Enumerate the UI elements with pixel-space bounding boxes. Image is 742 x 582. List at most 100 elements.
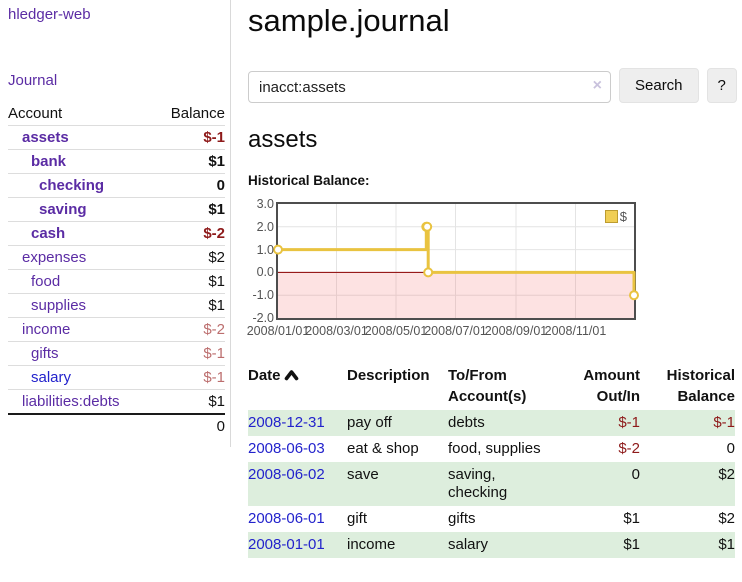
- account-row: liabilities:debts $1: [8, 389, 225, 415]
- account-balance: 0: [154, 173, 225, 198]
- account-balance: $1: [154, 269, 225, 294]
- transaction-date-link[interactable]: 2008-12-31: [248, 414, 325, 431]
- accounts-table: Account Balance assets $-1 bank $1 checking 0…: [8, 102, 225, 438]
- negative-region: [278, 272, 634, 318]
- register-header-row: Date Description To/From Account(s) Amou…: [248, 362, 735, 410]
- search-button[interactable]: Search: [619, 68, 699, 103]
- transaction-date-link[interactable]: 2008-06-02: [248, 466, 325, 483]
- accounts-total-value: 0: [154, 413, 225, 438]
- account-balance: $2: [154, 245, 225, 270]
- chart-canvas: [273, 204, 639, 318]
- x-tick-label: 2008/03/01: [305, 324, 368, 338]
- account-row: supplies $1: [8, 293, 225, 318]
- transaction-row: 2008-12-31 pay off debts $-1 $-1: [248, 410, 735, 436]
- page-title: sample.journal: [248, 3, 450, 38]
- transaction-description: gift: [347, 510, 368, 527]
- account-link[interactable]: assets: [22, 129, 69, 146]
- transaction-date-link[interactable]: 2008-01-01: [248, 536, 325, 553]
- account-balance: $1: [154, 149, 225, 174]
- transaction-accounts: gifts: [448, 510, 476, 527]
- account-balance: $-1: [154, 365, 225, 390]
- transaction-date-link[interactable]: 2008-06-01: [248, 510, 325, 527]
- account-link[interactable]: salary: [31, 369, 72, 386]
- accounts-column-account: Account: [8, 102, 155, 126]
- data-point-marker: [422, 221, 433, 232]
- account-row: assets $-1: [8, 125, 225, 150]
- account-row: gifts $-1: [8, 341, 225, 366]
- transaction-accounts: food, supplies: [448, 440, 541, 457]
- account-link[interactable]: income: [22, 321, 71, 338]
- chart-plot-area: $: [273, 202, 639, 320]
- y-tick-label: 0.0: [256, 265, 274, 280]
- transaction-accounts: saving, checking: [448, 466, 508, 501]
- register-table: Date Description To/From Account(s) Amou…: [248, 362, 735, 558]
- balance-chart: $ 3.0 2.0 1.0 0.0 -1.0 -2.0 2008/01/01 2008/03…: [246, 197, 648, 340]
- accounts-total-row: 0: [8, 413, 225, 438]
- transaction-description: eat & shop: [347, 440, 419, 457]
- register-column-description: Description: [347, 367, 430, 384]
- register-column-accounts: To/From Account(s): [448, 367, 527, 405]
- app-title-link[interactable]: hledger-web: [8, 6, 91, 23]
- register-body: 2008-12-31 pay off debts $-1 $-1 2008-06-03 ea…: [248, 410, 735, 558]
- accounts-body: assets $-1 bank $1 checking 0 saving $1 cash $-2 e…: [8, 125, 225, 415]
- account-row: food $1: [8, 269, 225, 294]
- search-form: × Search ?: [248, 68, 742, 103]
- transaction-row: 2008-01-01 income salary $1 $1: [248, 532, 735, 558]
- transaction-amount: $1: [623, 536, 640, 553]
- account-link[interactable]: liabilities:debts: [22, 393, 120, 410]
- data-point-marker: [629, 290, 639, 301]
- account-row: cash $-2: [8, 221, 225, 246]
- account-row: bank $1: [8, 149, 225, 174]
- transaction-row: 2008-06-01 gift gifts $1 $2: [248, 506, 735, 532]
- transaction-description: pay off: [347, 414, 392, 431]
- x-tick-label: 2008/01/01: [246, 324, 310, 338]
- account-link[interactable]: supplies: [31, 297, 87, 314]
- sort-ascending-icon: [284, 366, 299, 387]
- account-link[interactable]: expenses: [22, 249, 87, 266]
- accounts-header-row: Account Balance: [8, 102, 225, 126]
- account-balance: $1: [154, 389, 225, 415]
- account-link[interactable]: food: [31, 273, 61, 290]
- account-link[interactable]: gifts: [31, 345, 59, 362]
- data-point-marker: [423, 267, 434, 278]
- transaction-description: income: [347, 536, 396, 553]
- register-column-date[interactable]: Date: [248, 362, 347, 410]
- account-row: checking 0: [8, 173, 225, 198]
- transaction-date-link[interactable]: 2008-06-03: [248, 440, 325, 457]
- account-balance: $-2: [154, 221, 225, 246]
- transaction-amount: $1: [623, 510, 640, 527]
- transaction-balance: $1: [718, 536, 735, 553]
- account-link[interactable]: cash: [31, 225, 66, 242]
- account-row: expenses $2: [8, 245, 225, 270]
- transaction-balance: $-1: [713, 414, 735, 431]
- register-column-amount: Amount Out/In: [583, 367, 640, 405]
- help-button[interactable]: ?: [706, 68, 737, 103]
- account-row: salary $-1: [8, 365, 225, 390]
- data-point-marker: [273, 244, 283, 255]
- transaction-amount: $-2: [618, 440, 640, 457]
- transaction-description: save: [347, 466, 379, 483]
- y-tick-label: 3.0: [256, 197, 274, 211]
- transaction-accounts: debts: [448, 414, 485, 431]
- transaction-accounts: salary: [448, 536, 489, 553]
- account-link[interactable]: saving: [39, 201, 87, 218]
- search-input[interactable]: [248, 71, 611, 103]
- account-balance: $1: [154, 293, 225, 318]
- search-input-wrap: ×: [248, 71, 611, 103]
- x-tick-label: 2008/11/01: [544, 324, 607, 338]
- account-link[interactable]: checking: [39, 177, 105, 194]
- clear-search-icon[interactable]: ×: [592, 77, 602, 94]
- transaction-row: 2008-06-03 eat & shop food, supplies $-2 0: [248, 436, 735, 462]
- register-column-balance: Historical Balance: [666, 367, 735, 405]
- transaction-amount: 0: [631, 466, 640, 483]
- legend-swatch-icon: [604, 210, 618, 223]
- main-content: sample.journal × Search ? assets Histori…: [246, 0, 742, 582]
- sidebar-item-journal[interactable]: Journal: [8, 72, 58, 89]
- y-tick-label: 1.0: [256, 242, 274, 257]
- y-tick-label: -1.0: [252, 288, 274, 303]
- chart-legend: $: [602, 208, 629, 225]
- chart-svg: [273, 204, 639, 318]
- account-link[interactable]: bank: [31, 153, 67, 170]
- x-tick-label: 2008/07/01: [424, 324, 487, 338]
- account-balance: $-1: [154, 125, 225, 150]
